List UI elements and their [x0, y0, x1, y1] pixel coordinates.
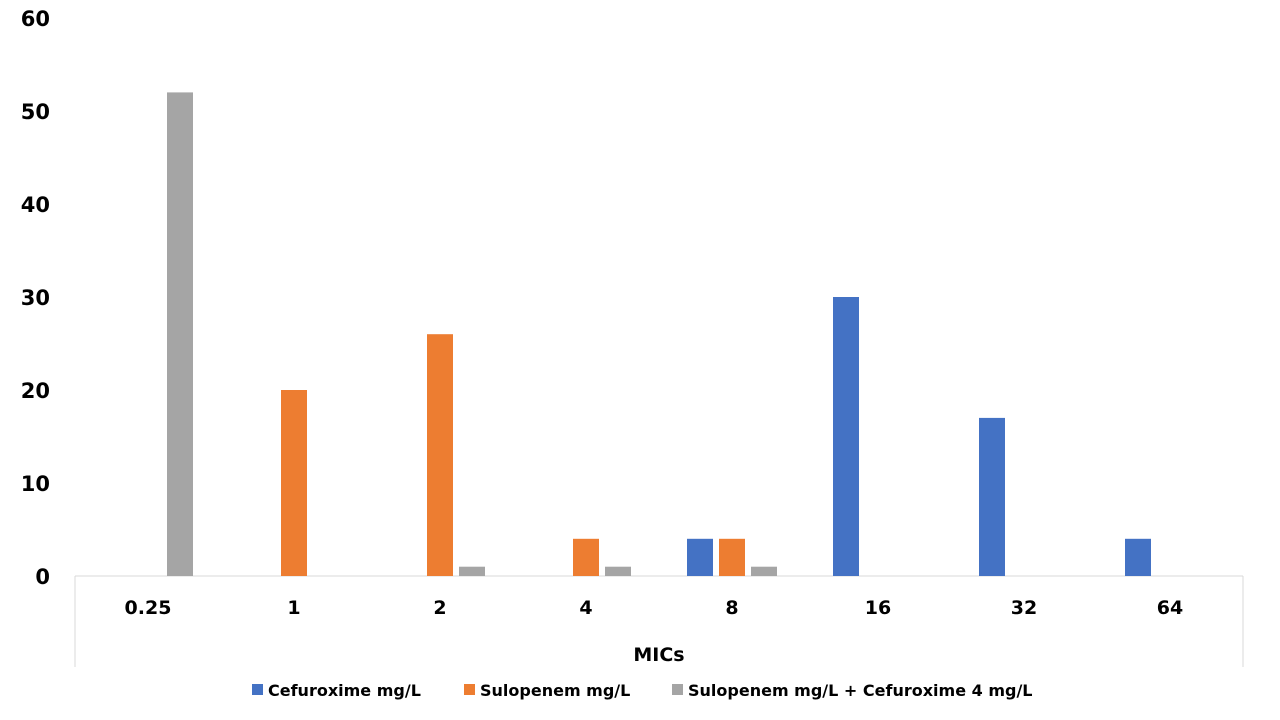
bar-cefuroxime-mg-l-64 — [1125, 538, 1151, 576]
x-tick-label: 8 — [725, 597, 738, 619]
bar-sulopenem-mg-l-4 — [573, 538, 599, 576]
bar-sulopenem-mg-l-cefuroxime-4-mg-l-4 — [605, 566, 631, 576]
x-axis-title: MICs — [633, 644, 684, 666]
bars — [167, 92, 1151, 577]
y-tick-label: 60 — [21, 7, 50, 31]
bar-sulopenem-mg-l-2 — [427, 334, 453, 576]
x-tick-label: 0.25 — [125, 597, 172, 619]
x-tick-label: 4 — [579, 597, 592, 619]
legend-swatch — [464, 684, 475, 695]
legend-label: Sulopenem mg/L — [480, 681, 630, 700]
legend-swatch — [672, 684, 683, 695]
category-axis-frame — [74, 575, 1244, 667]
legend: Cefuroxime mg/L Sulopenem mg/L Sulopenem m… — [252, 681, 1032, 700]
bar-sulopenem-mg-l-cefuroxime-4-mg-l-0.25 — [167, 92, 193, 577]
x-tick-label: 64 — [1157, 597, 1183, 619]
x-axis-ticks: 0.25 1 2 4 8 16 32 64 — [125, 597, 1184, 619]
y-tick-label: 40 — [21, 193, 50, 217]
bar-sulopenem-mg-l-cefuroxime-4-mg-l-8 — [751, 566, 777, 576]
x-tick-label: 32 — [1011, 597, 1037, 619]
y-tick-label: 50 — [21, 100, 50, 124]
x-tick-label: 2 — [433, 597, 446, 619]
y-axis-ticks: 0 10 20 30 40 50 60 — [21, 7, 50, 589]
x-tick-label: 16 — [865, 597, 891, 619]
bar-sulopenem-mg-l-cefuroxime-4-mg-l-2 — [459, 566, 485, 576]
bar-cefuroxime-mg-l-32 — [979, 417, 1005, 576]
bar-cefuroxime-mg-l-8 — [687, 538, 713, 576]
x-tick-label: 1 — [287, 597, 300, 619]
bar-cefuroxime-mg-l-16 — [833, 297, 859, 576]
y-tick-label: 10 — [21, 472, 50, 496]
y-tick-label: 30 — [21, 286, 50, 310]
legend-label: Sulopenem mg/L + Cefuroxime 4 mg/L — [688, 681, 1032, 700]
legend-swatch — [252, 684, 263, 695]
y-tick-label: 20 — [21, 379, 50, 403]
legend-label: Cefuroxime mg/L — [268, 681, 421, 700]
bar-sulopenem-mg-l-1 — [281, 390, 307, 576]
bar-sulopenem-mg-l-8 — [719, 538, 745, 576]
y-tick-label: 0 — [35, 565, 50, 589]
